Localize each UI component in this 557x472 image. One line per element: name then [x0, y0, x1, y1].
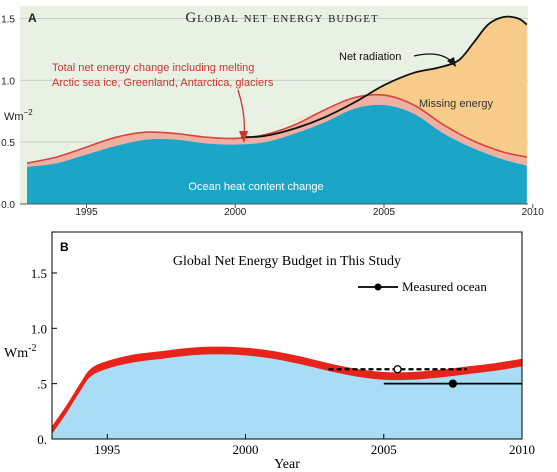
panel-b-x-tick-label: 2005 [371, 442, 397, 457]
total-energy-arrowhead [239, 131, 248, 143]
panel-a-y-tick-label: 1.5 [1, 14, 15, 25]
panel-b-x-label: Year [274, 457, 300, 472]
panel-a-y-ticks: 0.0 0.5 1.0 1.5 [1, 14, 15, 211]
net-radiation-arrowhead [447, 57, 456, 67]
measured-ocean-point [448, 379, 458, 388]
net-radiation-label: Net radiation [339, 51, 401, 63]
panel-b-x-tick-label: 1995 [94, 442, 120, 457]
panel-b-y-ticks: 0. .5 1.0 1.5 [31, 266, 57, 447]
measured-ocean-markers [328, 365, 522, 388]
legend-label: Measured ocean [402, 279, 487, 294]
panel-a-letter: A [28, 11, 37, 25]
panel-a-y-tick-label: 0.5 [1, 138, 15, 149]
panel-a-x-tick-label: 1995 [75, 207, 98, 218]
missing-energy-area [241, 17, 527, 157]
panel-b-y-tick-label: 0. [37, 432, 47, 447]
total-energy-label: Total net energy change including meltin… [52, 62, 274, 89]
total-energy-line [26, 93, 527, 164]
legend-marker [374, 283, 382, 291]
net-energy-fill [52, 350, 522, 439]
ocean-heat-label: Ocean heat content change [188, 181, 323, 193]
panel-a-x-ticks: 1995 2000 2005 2010 [75, 204, 544, 218]
panel-b-x-ticks: 1995 2000 2005 2010 [94, 434, 535, 457]
panel-a-y-tick-label: 1.0 [1, 76, 15, 87]
panel-b-y-label: Wm-2 [4, 343, 36, 361]
panel-b-frame-border [51, 231, 523, 440]
panel-a-x-tick-label: 2005 [373, 207, 396, 218]
panel-a-title: Global net energy budget [185, 10, 378, 26]
panel-a-y-label: Wm−2 [4, 108, 33, 123]
missing-energy-label: Missing energy [419, 98, 493, 110]
panel-b-y-tick-label: 1.0 [31, 321, 47, 336]
ocean-heat-area [27, 104, 527, 204]
panel-a-x-tick-label: 2010 [522, 207, 545, 218]
panel-b-y-tick-label: 1.5 [31, 266, 47, 281]
legend: Measured ocean [358, 279, 487, 294]
panel-a: 1995 2000 2005 2010 0.0 0.5 1.0 1.5 A Global n… [1, 6, 544, 218]
panel-b: 1995 2000 2005 2010 0. .5 1.0 1.5 B Global Net… [4, 231, 535, 472]
panel-b-y-tick-label: .5 [37, 377, 47, 392]
measured-ocean-point [393, 365, 402, 374]
panel-b-title: Global Net Energy Budget in This Study [173, 254, 401, 269]
net-radiation-line [241, 15, 528, 139]
panel-b-x-tick-label: 2000 [233, 442, 259, 457]
panel-a-y-tick-label: 0.0 [1, 200, 15, 211]
panel-b-letter: B [60, 240, 69, 254]
panel-b-x-tick-label: 2010 [509, 442, 535, 457]
panel-a-x-tick-label: 2000 [224, 207, 247, 218]
